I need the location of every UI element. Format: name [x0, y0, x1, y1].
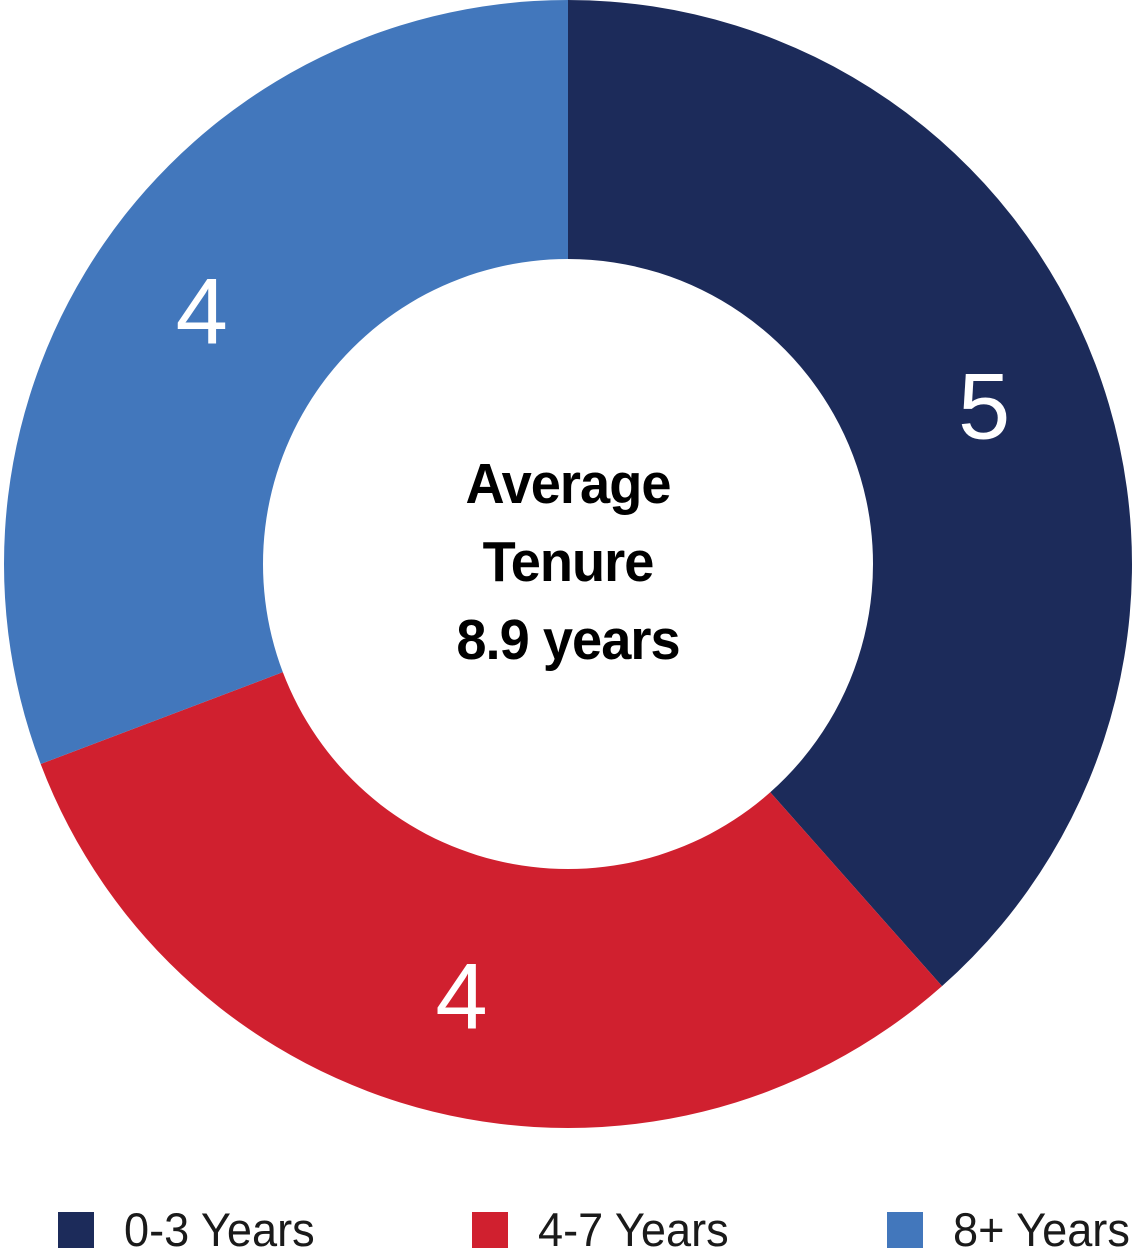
legend-label-4-7-years: 4-7 Years — [538, 1203, 730, 1256]
center-label-line2: Tenure — [482, 530, 655, 594]
center-label-line3: 8.9 years — [456, 608, 680, 672]
legend-swatch-8-plus-years — [886, 1211, 923, 1248]
legend-swatch-0-3-years — [58, 1211, 94, 1248]
legend-label-0-3-years: 0-3 Years — [124, 1203, 315, 1256]
donut-center-label: Average Tenure 8.9 years — [456, 445, 680, 679]
legend-item-8-plus-years: 8+ Years — [886, 1202, 1137, 1257]
donut-slice-4-7-years — [40, 672, 943, 1128]
donut-chart: 5 4 4 — [4, 0, 1132, 1128]
slice-value-label: 4 — [435, 944, 487, 1049]
slice-value-label: 4 — [176, 259, 228, 364]
donut-slice-0-3-years — [568, 0, 1132, 987]
legend-item-4-7-years: 4-7 Years — [472, 1202, 737, 1257]
legend: 0-3 Years 4-7 Years 8+ Years — [0, 1200, 1137, 1259]
legend-swatch-4-7-years — [472, 1211, 509, 1248]
legend-label-8-plus-years: 8+ Years — [952, 1203, 1130, 1256]
donut-slice-8-years — [4, 0, 568, 764]
slice-value-label: 5 — [958, 354, 1010, 459]
center-label-line1: Average — [465, 452, 671, 516]
legend-item-0-3-years: 0-3 Years — [58, 1202, 323, 1257]
